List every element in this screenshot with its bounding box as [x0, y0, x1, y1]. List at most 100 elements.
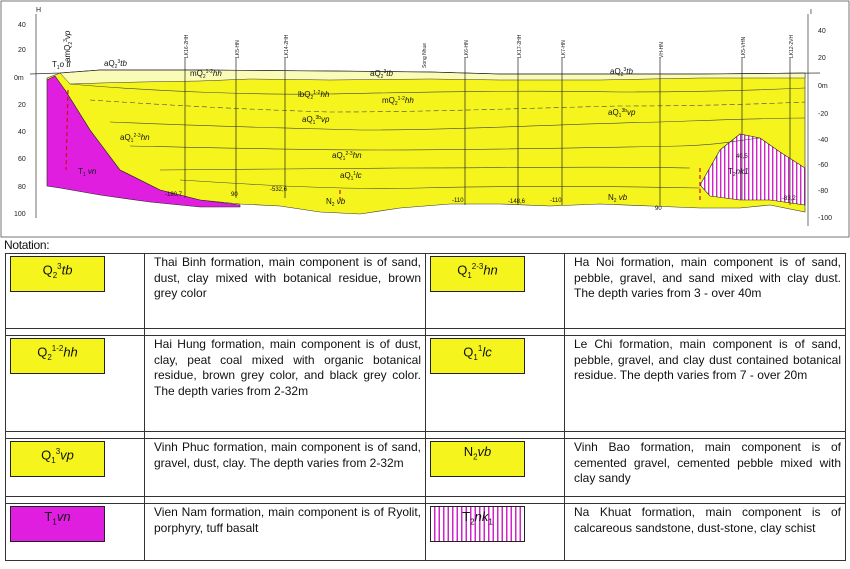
legend-description-cell: Vinh Phuc formation, main component is o… [144, 438, 426, 497]
svg-text:-40: -40 [818, 137, 828, 144]
legend-description-cell: Na Khuat formation, main component is of… [564, 503, 846, 561]
legend-swatch-cell: Q12-3hn [425, 253, 565, 329]
unit-label-aq1hn1: aQ12-3hn [120, 133, 150, 144]
unit-label-aq2tb1: aQ23tb [104, 59, 127, 70]
unit-label-t1o: T1o tl [52, 60, 71, 71]
borehole-labels: LK16-2HH LK5-HN LK14-2HH LK6-HN LK17-2HH… [184, 34, 795, 68]
legend-description-cell: Vien Nam formation, main component is of… [144, 503, 426, 561]
svg-text:80: 80 [18, 184, 26, 191]
legend-description: Hai Hung formation, main component is of… [154, 337, 421, 398]
svg-text:LK14-2HH: LK14-2HH [284, 34, 290, 58]
notation-title: Notation: [4, 238, 50, 252]
svg-text:20: 20 [818, 55, 826, 62]
svg-text:-180,7: -180,7 [165, 192, 183, 198]
unit-label-aq1vp2: aQ13bvp [608, 108, 636, 119]
unit-label-amq: amQ23vp [63, 30, 74, 62]
svg-text:0m: 0m [14, 75, 24, 82]
legend-description-cell: Vinh Bao formation, main component is of… [564, 438, 846, 497]
legend-spacer-row [5, 431, 846, 439]
legend-swatch-cell: Q13vp [5, 438, 145, 497]
unit-label-aq2tb3: aQ23tb [610, 67, 633, 78]
legend-swatch: Q13vp [10, 441, 105, 477]
unit-label-aq1hn2: aQ12-3hn [332, 151, 362, 162]
svg-text:LK7-HN: LK7-HN [561, 40, 567, 58]
legend-row: Q21-2hh Hai Hung formation, main componen… [5, 335, 846, 432]
svg-text:40: 40 [18, 22, 26, 29]
svg-text:0m: 0m [818, 83, 828, 90]
surface-line [29, 69, 821, 75]
unit-label-n2vb2: N2 vb [608, 193, 628, 204]
svg-text:LK5-VHN: LK5-VHN [741, 36, 747, 58]
svg-text:-532,6: -532,6 [270, 187, 288, 193]
right-axis-title: I [810, 9, 812, 16]
legend-swatch-cell: T1vn [5, 503, 145, 561]
svg-text:20: 20 [18, 102, 26, 109]
legend-swatch: T1vn [10, 506, 105, 542]
svg-text:LK6-HN: LK6-HN [464, 40, 470, 58]
legend-row: Q23tb Thai Binh formation, main component… [5, 253, 846, 329]
legend-description-cell: Thai Binh formation, main component is o… [144, 253, 426, 329]
legend-description: Thai Binh formation, main component is o… [154, 255, 421, 300]
svg-text:40,5: 40,5 [736, 154, 748, 160]
left-axis: H 40 20 0m 20 40 60 80 100 [14, 7, 41, 218]
borehole-lines [184, 58, 791, 205]
legend-description-cell: Ha Noi formation, main component is of s… [564, 253, 846, 329]
legend-swatch: Q21-2hh [10, 338, 105, 374]
svg-text:60: 60 [18, 156, 26, 163]
legend-row: T1vn Vien Nam formation, main component i… [5, 503, 846, 561]
vien-nam-basement [46, 75, 241, 208]
unit-label-t1vn: T1 vn [78, 167, 97, 178]
legend-table: Q23tb Thai Binh formation, main component… [5, 253, 846, 561]
svg-text:-110: -110 [452, 198, 464, 204]
legend-swatch: Q12-3hn [430, 256, 525, 292]
unit-label-lbq2hh: lbQ21-2hh [298, 90, 330, 101]
unit-label-t2nk: T2nk1 [728, 167, 749, 178]
legend-swatch: Q23tb [10, 256, 105, 292]
legend-description-cell: Le Chi formation, main component is of s… [564, 335, 846, 432]
river-label: Song Nhue [422, 43, 428, 68]
left-axis-title: H [36, 7, 41, 14]
svg-text:-83,2: -83,2 [782, 196, 796, 202]
legend-swatch-cell: Q23tb [5, 253, 145, 329]
svg-text:100: 100 [14, 211, 26, 218]
red-dashed-faults [65, 89, 701, 200]
geological-cross-section: H 40 20 0m 20 40 60 80 100 I 40 20 0m -2… [0, 0, 850, 238]
svg-text:VH-HN: VH-HN [659, 42, 665, 58]
legend-description: Vien Nam formation, main component is of… [154, 505, 421, 535]
legend-description-cell: Hai Hung formation, main component is of… [144, 335, 426, 432]
unit-label-aq2tb2: aQ23tb [370, 69, 393, 80]
legend-swatch-cell: Q11lc [425, 335, 565, 432]
svg-text:90: 90 [655, 206, 662, 212]
svg-text:-20: -20 [818, 111, 828, 118]
svg-text:20: 20 [18, 47, 26, 54]
legend-swatch: T2nk1 [430, 506, 525, 542]
svg-text:-80: -80 [818, 188, 828, 195]
svg-text:LK16-2HH: LK16-2HH [184, 34, 190, 58]
svg-text:40: 40 [18, 129, 26, 136]
unit-label-aq1lc: aQ11lc [340, 171, 362, 182]
legend-description: Vinh Bao formation, main component is of… [574, 440, 841, 485]
svg-text:LK12-2VH: LK12-2VH [789, 35, 795, 58]
unit-label-mq2hh2: mQ21-2hh [382, 96, 414, 107]
unit-label-mq2hh: mQ21-2hh [190, 69, 222, 80]
legend-description: Ha Noi formation, main component is of s… [574, 255, 841, 300]
legend-swatch-cell: T2nk1 [425, 503, 565, 561]
legend-swatch-cell: Q21-2hh [5, 335, 145, 432]
layer-boundaries [69, 83, 806, 189]
svg-text:-100: -100 [818, 215, 832, 222]
legend-description: Le Chi formation, main component is of s… [574, 337, 841, 382]
svg-text:40: 40 [818, 28, 826, 35]
svg-text:90: 90 [231, 192, 238, 198]
svg-text:-148,6: -148,6 [508, 199, 526, 205]
unit-label-n2vb1: N2 vb [326, 197, 346, 208]
na-khuat-body [699, 133, 806, 206]
unit-label-aq1vp1: aQ13bvp [302, 115, 330, 126]
legend-description: Na Khuat formation, main component is of… [574, 505, 841, 535]
right-axis: I 40 20 0m -20 -40 -60 -80 -100 [807, 9, 832, 226]
legend-swatch-cell: N2vb [425, 438, 565, 497]
svg-text:LK5-HN: LK5-HN [235, 40, 241, 58]
legend-swatch: N2vb [430, 441, 525, 477]
legend-row: Q13vp Vinh Phuc formation, main component… [5, 438, 846, 497]
svg-text:-110: -110 [550, 198, 562, 204]
